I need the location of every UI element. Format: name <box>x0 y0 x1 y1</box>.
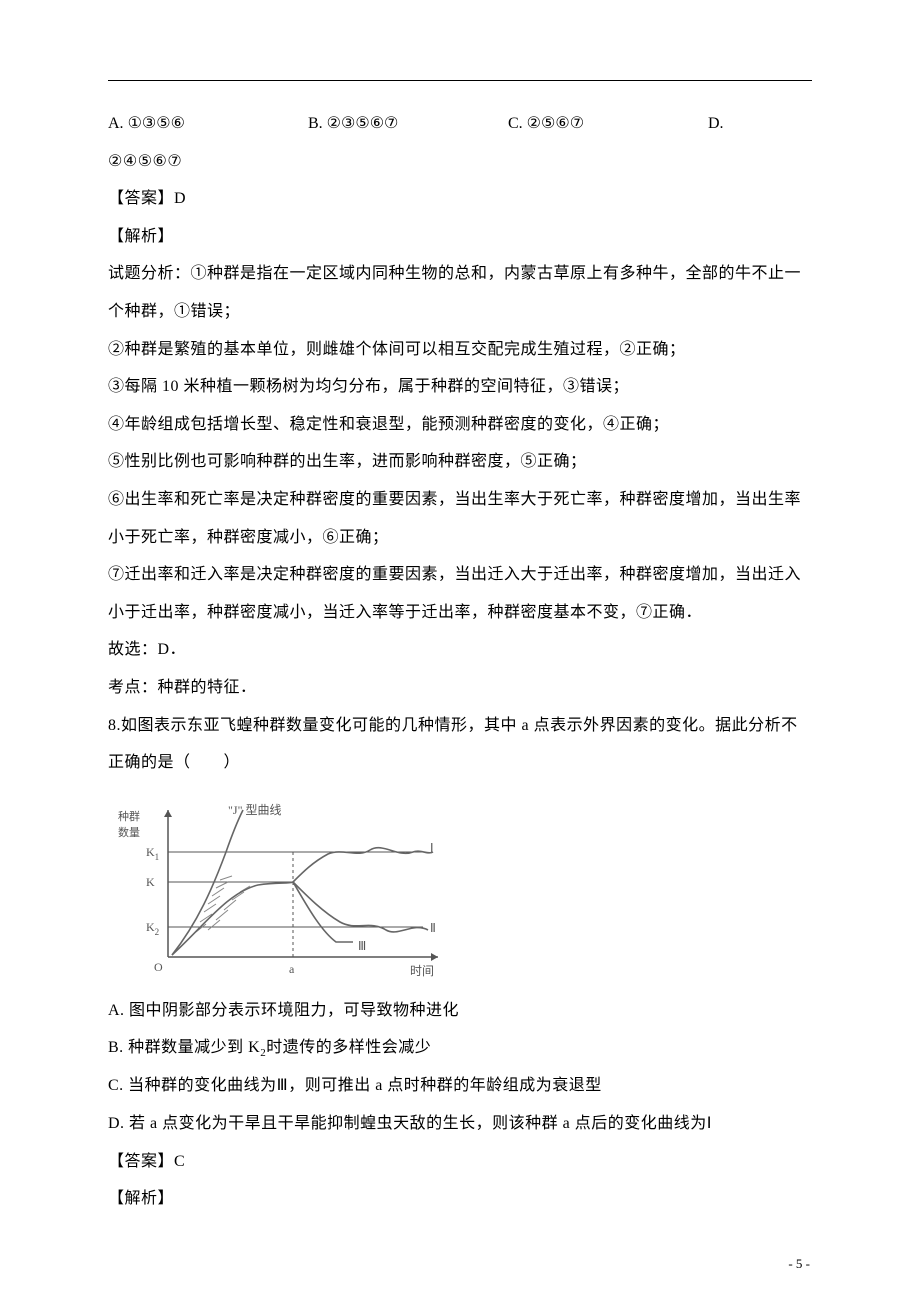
top-rule <box>108 80 812 81</box>
q8-optD: D. 若 a 点变化为干旱且干旱能抑制蝗虫天敌的生长，则该种群 a 点后的变化曲… <box>108 1105 812 1143</box>
q7-explain-label: 【解析】 <box>108 218 812 256</box>
analysis-4: ④年龄组成包括增长型、稳定性和衰退型，能预测种群密度的变化，④正确； <box>108 406 812 444</box>
q8-optB: B. 种群数量减少到 K2时遗传的多样性会减少 <box>108 1029 812 1067</box>
svg-text:Ⅰ: Ⅰ <box>430 841 434 855</box>
population-chart-svg: K1KK2Oa时间种群数量"J" 型曲线ⅠⅡⅢ <box>108 792 448 982</box>
q7-answer: 【答案】D <box>108 180 812 218</box>
q8-optB-head: B. 种群数量减少到 K <box>108 1039 260 1056</box>
option-d-text: ②④⑤⑥⑦ <box>108 143 812 181</box>
analysis-8: 故选：D． <box>108 631 812 669</box>
option-c-text: ②⑤⑥⑦ <box>527 115 584 132</box>
analysis-2: ②种群是繁殖的基本单位，则雌雄个体间可以相互交配完成生殖过程，②正确； <box>108 331 812 369</box>
option-b-prefix: B. <box>308 115 327 132</box>
svg-text:a: a <box>289 962 295 976</box>
q8-chart: K1KK2Oa时间种群数量"J" 型曲线ⅠⅡⅢ <box>108 792 812 982</box>
option-c: C. ②⑤⑥⑦ <box>508 105 708 143</box>
svg-text:时间: 时间 <box>410 964 434 978</box>
option-a-text: ①③⑤⑥ <box>128 115 185 132</box>
option-a: A. ①③⑤⑥ <box>108 105 308 143</box>
q8-optB-tail: 时遗传的多样性会减少 <box>266 1039 431 1056</box>
q7-options: A. ①③⑤⑥ B. ②③⑤⑥⑦ C. ②⑤⑥⑦ D. <box>108 105 812 143</box>
svg-text:O: O <box>154 960 163 974</box>
analysis-6: ⑥出生率和死亡率是决定种群密度的重要因素，当出生率大于死亡率，种群密度增加，当出… <box>108 481 812 556</box>
option-c-prefix: C. <box>508 115 527 132</box>
option-d-prefix: D. <box>708 115 724 132</box>
analysis-9: 考点：种群的特征． <box>108 669 812 707</box>
q8-explain: 【解析】 <box>108 1180 812 1218</box>
svg-text:"J" 型曲线: "J" 型曲线 <box>228 803 281 817</box>
q8-optC: C. 当种群的变化曲线为Ⅲ，则可推出 a 点时种群的年龄组成为衰退型 <box>108 1067 812 1105</box>
analysis-7: ⑦迁出率和迁入率是决定种群密度的重要因素，当出迁入大于迁出率，种群密度增加，当出… <box>108 556 812 631</box>
q8-stem: 8.如图表示东亚飞蝗种群数量变化可能的几种情形，其中 a 点表示外界因素的变化。… <box>108 707 812 782</box>
svg-text:数量: 数量 <box>118 826 140 839</box>
analysis-3: ③每隔 10 米种植一颗杨树为均匀分布，属于种群的空间特征，③错误； <box>108 368 812 406</box>
analysis-1: 试题分析：①种群是指在一定区域内同种生物的总和，内蒙古草原上有多种牛，全部的牛不… <box>108 255 812 330</box>
analysis-5: ⑤性别比例也可影响种群的出生率，进而影响种群密度，⑤正确； <box>108 443 812 481</box>
option-d: D. <box>708 105 812 143</box>
svg-text:种群: 种群 <box>118 809 140 823</box>
option-a-prefix: A. <box>108 115 128 132</box>
svg-text:Ⅱ: Ⅱ <box>430 921 436 935</box>
q8-answer: 【答案】C <box>108 1143 812 1181</box>
page-number: - 5 - <box>788 1256 810 1272</box>
option-b: B. ②③⑤⑥⑦ <box>308 105 508 143</box>
svg-text:Ⅲ: Ⅲ <box>358 939 366 953</box>
svg-text:K: K <box>146 875 155 889</box>
q8-optA: A. 图中阴影部分表示环境阻力，可导致物种进化 <box>108 992 812 1030</box>
option-b-text: ②③⑤⑥⑦ <box>327 115 399 132</box>
